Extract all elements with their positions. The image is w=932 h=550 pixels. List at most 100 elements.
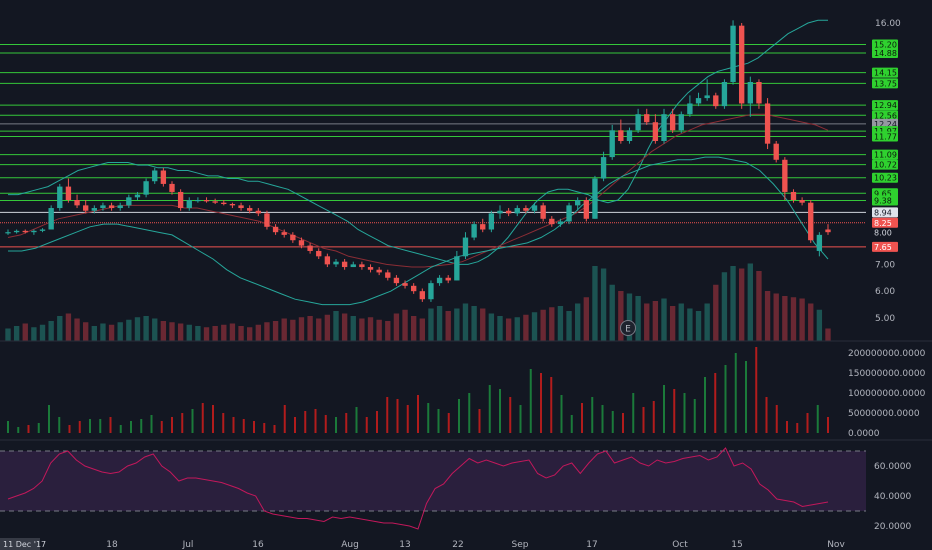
candle[interactable] bbox=[203, 197, 210, 203]
candle[interactable] bbox=[756, 79, 762, 109]
candle[interactable] bbox=[669, 108, 676, 133]
candle[interactable] bbox=[695, 92, 702, 107]
candle[interactable] bbox=[739, 23, 745, 109]
candle[interactable] bbox=[195, 197, 201, 203]
candle[interactable] bbox=[307, 242, 313, 254]
candle[interactable] bbox=[221, 200, 227, 206]
candle[interactable] bbox=[212, 198, 218, 205]
candle[interactable] bbox=[790, 189, 797, 203]
candle[interactable] bbox=[557, 218, 564, 227]
candle[interactable] bbox=[436, 275, 443, 286]
candle[interactable] bbox=[117, 202, 123, 211]
candle[interactable] bbox=[626, 127, 633, 144]
candle[interactable] bbox=[747, 76, 753, 117]
candlestick-series[interactable] bbox=[5, 20, 831, 302]
candle[interactable] bbox=[445, 275, 451, 284]
candle[interactable] bbox=[108, 202, 115, 211]
candle[interactable] bbox=[367, 264, 374, 273]
candle[interactable] bbox=[402, 280, 408, 289]
candle[interactable] bbox=[644, 108, 650, 125]
candle[interactable] bbox=[773, 141, 779, 163]
price-axis[interactable]: 16.00 7.00 6.00 5.00 bbox=[875, 19, 901, 324]
candle[interactable] bbox=[272, 224, 279, 235]
candle[interactable] bbox=[247, 205, 253, 214]
candle[interactable] bbox=[618, 119, 624, 144]
candle[interactable] bbox=[661, 108, 667, 144]
candle[interactable] bbox=[48, 205, 54, 230]
rsi-panel[interactable]: 60.0000 40.0000 20.0000 bbox=[0, 447, 911, 532]
candle[interactable] bbox=[264, 210, 270, 230]
candle[interactable] bbox=[816, 232, 823, 257]
candle[interactable] bbox=[255, 208, 261, 217]
candle[interactable] bbox=[152, 167, 158, 184]
candle[interactable] bbox=[143, 178, 149, 198]
candle[interactable] bbox=[480, 218, 486, 233]
candle[interactable] bbox=[238, 202, 244, 211]
candle[interactable] bbox=[126, 194, 132, 209]
candle[interactable] bbox=[5, 229, 11, 235]
candle[interactable] bbox=[505, 208, 512, 217]
candle[interactable] bbox=[462, 232, 469, 259]
candle[interactable] bbox=[65, 178, 72, 203]
candle[interactable] bbox=[488, 210, 495, 233]
candle[interactable] bbox=[385, 269, 391, 281]
candle[interactable] bbox=[324, 253, 331, 268]
candle[interactable] bbox=[652, 114, 659, 144]
candle[interactable] bbox=[91, 205, 97, 214]
candle[interactable] bbox=[808, 200, 814, 243]
candle[interactable] bbox=[83, 200, 89, 214]
candle[interactable] bbox=[592, 175, 598, 219]
candle[interactable] bbox=[428, 280, 434, 302]
candle[interactable] bbox=[583, 197, 589, 222]
candle[interactable] bbox=[186, 197, 192, 211]
candle[interactable] bbox=[799, 197, 805, 206]
candle[interactable] bbox=[229, 202, 236, 209]
candle[interactable] bbox=[39, 228, 46, 233]
candle[interactable] bbox=[575, 197, 581, 211]
candle[interactable] bbox=[471, 221, 477, 241]
candle[interactable] bbox=[169, 181, 175, 195]
candle[interactable] bbox=[609, 124, 615, 160]
candle[interactable] bbox=[134, 191, 141, 200]
candle[interactable] bbox=[600, 151, 607, 182]
candle[interactable] bbox=[514, 205, 520, 217]
candle[interactable] bbox=[359, 261, 365, 270]
candle[interactable] bbox=[22, 229, 28, 234]
candle[interactable] bbox=[393, 275, 400, 286]
volume-panel[interactable]: 200000000.0000 150000000.0000 100000000.00… bbox=[7, 347, 926, 439]
candle[interactable] bbox=[411, 283, 417, 294]
candle[interactable] bbox=[540, 202, 546, 222]
candle[interactable] bbox=[419, 288, 425, 302]
candle[interactable] bbox=[523, 205, 529, 214]
candle[interactable] bbox=[74, 194, 80, 209]
candle[interactable] bbox=[454, 250, 460, 281]
earnings-marker[interactable]: E bbox=[620, 320, 636, 336]
candle[interactable] bbox=[764, 98, 771, 150]
candle[interactable] bbox=[100, 202, 106, 211]
time-axis[interactable]: 18 Jul 16 Aug 13 22 Sep 17 Oct 15 Nov 11 Dec '17 bbox=[0, 538, 845, 550]
candle[interactable] bbox=[281, 229, 287, 238]
candle[interactable] bbox=[333, 259, 339, 268]
candle[interactable] bbox=[13, 229, 20, 234]
candle[interactable] bbox=[160, 167, 167, 187]
candle[interactable] bbox=[298, 237, 305, 249]
candle[interactable] bbox=[635, 108, 641, 133]
candle[interactable] bbox=[825, 224, 831, 235]
candle[interactable] bbox=[566, 202, 572, 225]
candle[interactable] bbox=[704, 79, 710, 101]
candle[interactable] bbox=[177, 189, 184, 211]
candle[interactable] bbox=[678, 111, 684, 133]
candle[interactable] bbox=[497, 205, 503, 219]
candle[interactable] bbox=[376, 267, 382, 276]
candle[interactable] bbox=[549, 216, 555, 227]
candle[interactable] bbox=[730, 20, 736, 85]
candle[interactable] bbox=[31, 229, 37, 235]
candle[interactable] bbox=[57, 183, 63, 211]
candle[interactable] bbox=[341, 259, 348, 270]
candle[interactable] bbox=[687, 95, 693, 117]
candle[interactable] bbox=[531, 202, 538, 214]
candle[interactable] bbox=[721, 79, 728, 109]
candle[interactable] bbox=[350, 261, 356, 268]
candle[interactable] bbox=[290, 232, 296, 243]
